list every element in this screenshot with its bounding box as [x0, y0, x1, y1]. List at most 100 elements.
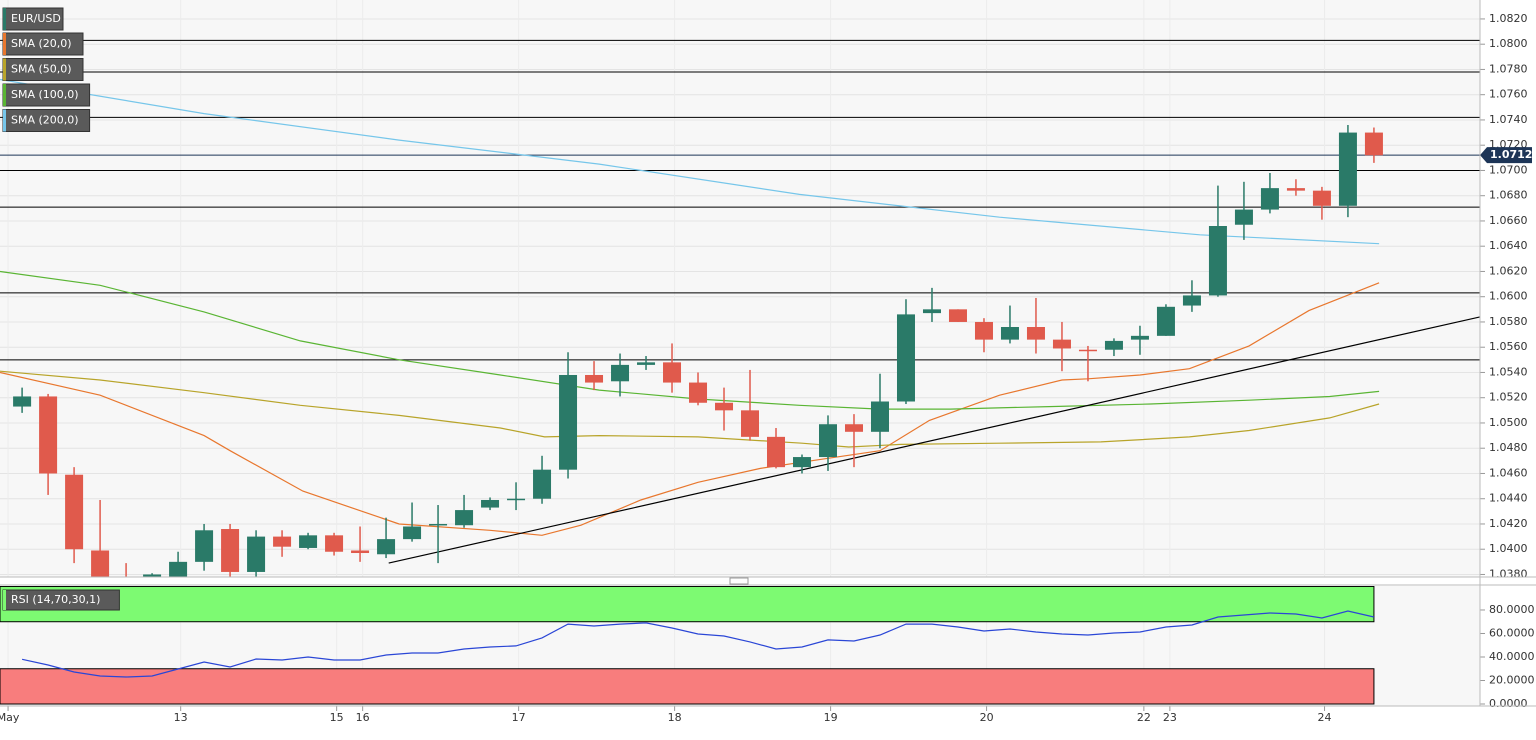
candle-body — [948, 309, 967, 322]
trend-line — [388, 316, 1480, 564]
y-tick-label: 60.0000 — [1489, 626, 1535, 639]
candle-body — [1312, 190, 1331, 206]
legend-swatch — [3, 8, 6, 30]
x-tick-label: May — [0, 711, 20, 724]
y-tick-label: 1.0620 — [1489, 264, 1528, 277]
y-tick-label: 1.0740 — [1489, 113, 1528, 126]
candle-body — [455, 510, 474, 526]
candle-body — [1078, 349, 1097, 352]
candle-body — [1364, 132, 1383, 156]
sma-line — [0, 78, 1380, 245]
sma-line — [0, 282, 1380, 536]
y-tick-label: 1.0500 — [1489, 416, 1528, 429]
legend-swatch — [3, 58, 6, 81]
candle-body — [273, 536, 292, 547]
main-panel — [0, 0, 1480, 577]
candle-body — [818, 424, 837, 458]
legend-label: SMA (20,0) — [11, 37, 72, 50]
candle-body — [1338, 132, 1357, 206]
candle-body — [922, 309, 941, 314]
candle-body — [403, 526, 422, 540]
candle-body — [325, 535, 344, 552]
overbought-zone — [0, 586, 1375, 623]
legend-swatch — [3, 109, 6, 132]
candle-body — [221, 529, 240, 572]
candle-body — [1000, 327, 1019, 340]
candle-body — [663, 362, 682, 383]
y-tick-label: 1.0780 — [1489, 62, 1528, 75]
candle-body — [767, 436, 786, 468]
candle-body — [247, 536, 266, 572]
legend-swatch — [3, 590, 6, 610]
y-tick-label: 1.0520 — [1489, 391, 1528, 404]
candle-body — [611, 364, 630, 382]
candle-body — [195, 530, 214, 562]
candle-body — [429, 523, 448, 526]
candle-body — [351, 550, 370, 554]
candle-body — [1208, 226, 1227, 296]
candle-body — [1234, 209, 1253, 225]
y-tick-label: 1.0660 — [1489, 214, 1528, 227]
x-tick-label: 15 — [330, 711, 344, 724]
x-tick-label: 23 — [1163, 711, 1177, 724]
legend-label: EUR/USD — [11, 12, 61, 25]
oversold-zone — [0, 668, 1375, 705]
y-tick-label: 1.0480 — [1489, 441, 1528, 454]
y-tick-label: 1.0600 — [1489, 290, 1528, 303]
candle-body — [481, 499, 500, 508]
candle-body — [1052, 339, 1071, 349]
candle-body — [689, 382, 708, 403]
last-price-label: 1.07121 — [1490, 148, 1536, 161]
x-tick-label: 17 — [512, 711, 526, 724]
rsi-line — [21, 610, 1375, 678]
y-tick-label: 20.0000 — [1489, 673, 1535, 686]
legend-swatch — [3, 33, 6, 55]
candle-body — [870, 401, 889, 432]
resize-handle[interactable] — [729, 577, 749, 585]
candle-body — [377, 539, 396, 555]
x-tick-label: 22 — [1137, 711, 1151, 724]
last-price-box — [1480, 147, 1532, 164]
candle-body — [1286, 188, 1305, 191]
candle-body — [533, 469, 552, 499]
y-tick-label: 1.0380 — [1489, 567, 1528, 580]
y-tick-label: 1.0580 — [1489, 315, 1528, 328]
x-tick-label: 16 — [356, 711, 370, 724]
y-tick-label: 1.0760 — [1489, 88, 1528, 101]
candle-body — [143, 574, 162, 577]
y-tick-label: 1.0820 — [1489, 12, 1528, 25]
y-tick-label: 80.0000 — [1489, 603, 1535, 616]
candle-body — [637, 362, 656, 365]
candle-body — [844, 424, 863, 432]
candle-body — [793, 457, 812, 468]
candle-body — [1260, 188, 1279, 210]
y-tick-label: 1.0640 — [1489, 239, 1528, 252]
x-tick-label: 13 — [174, 711, 188, 724]
x-tick-label: 20 — [980, 711, 994, 724]
y-tick-label: 1.0420 — [1489, 517, 1528, 530]
x-tick-label: 18 — [668, 711, 682, 724]
x-tick-label: 19 — [824, 711, 838, 724]
y-tick-label: 1.0560 — [1489, 340, 1528, 353]
candle-body — [741, 410, 760, 437]
candle-body — [559, 374, 578, 470]
legend-label: SMA (50,0) — [11, 63, 72, 76]
legend-label: SMA (100,0) — [11, 88, 79, 101]
candle-body — [896, 314, 915, 402]
candle-body — [13, 396, 32, 407]
y-tick-label: 1.0700 — [1489, 163, 1528, 176]
candle-body — [974, 321, 993, 340]
legend-swatch — [3, 84, 6, 106]
candle-body — [1156, 306, 1175, 336]
y-tick-label: 1.0540 — [1489, 365, 1528, 378]
candle-body — [65, 474, 84, 550]
y-tick-label: 1.0440 — [1489, 492, 1528, 505]
candle-body — [1026, 327, 1045, 340]
y-tick-label: 0.0000 — [1489, 697, 1528, 710]
sma-line — [0, 270, 1380, 410]
legend-label: RSI (14,70,30,1) — [11, 593, 100, 606]
candle-body — [1130, 335, 1149, 340]
candle-body — [1182, 295, 1201, 306]
x-tick-label: 24 — [1318, 711, 1332, 724]
